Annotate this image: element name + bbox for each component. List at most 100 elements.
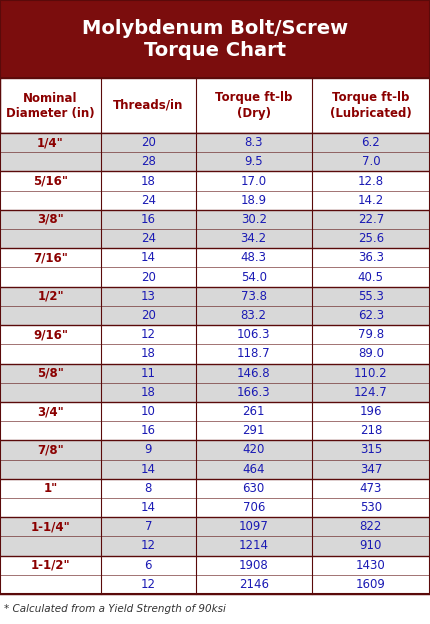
Text: 106.3: 106.3 bbox=[237, 328, 270, 341]
Text: 89.0: 89.0 bbox=[358, 348, 384, 361]
Text: Molybdenum Bolt/Screw
Torque Chart: Molybdenum Bolt/Screw Torque Chart bbox=[82, 19, 348, 59]
Text: 110.2: 110.2 bbox=[354, 367, 388, 379]
Text: 12: 12 bbox=[141, 540, 156, 552]
Bar bbox=[0, 555, 430, 575]
Bar bbox=[0, 459, 430, 479]
Text: 166.3: 166.3 bbox=[237, 386, 270, 399]
Text: 79.8: 79.8 bbox=[358, 328, 384, 341]
Text: 464: 464 bbox=[243, 462, 265, 475]
Text: 473: 473 bbox=[359, 482, 382, 495]
Text: 7.0: 7.0 bbox=[362, 155, 380, 168]
Text: 6: 6 bbox=[144, 558, 152, 572]
Text: 630: 630 bbox=[243, 482, 265, 495]
Text: 1/2": 1/2" bbox=[37, 290, 64, 303]
Text: 18.9: 18.9 bbox=[241, 193, 267, 207]
Text: 20: 20 bbox=[141, 309, 156, 322]
Text: 7: 7 bbox=[144, 520, 152, 534]
Text: 1-1/2": 1-1/2" bbox=[31, 558, 71, 572]
Text: 36.3: 36.3 bbox=[358, 251, 384, 265]
Text: 34.2: 34.2 bbox=[241, 232, 267, 245]
Text: 1/4": 1/4" bbox=[37, 136, 64, 149]
Text: 261: 261 bbox=[243, 405, 265, 418]
Text: 218: 218 bbox=[359, 424, 382, 437]
Text: 17.0: 17.0 bbox=[241, 175, 267, 188]
Text: 13: 13 bbox=[141, 290, 156, 303]
Bar bbox=[0, 229, 430, 248]
Text: 6.2: 6.2 bbox=[362, 136, 380, 149]
Bar bbox=[0, 78, 430, 133]
Text: 18: 18 bbox=[141, 348, 156, 361]
Text: Torque ft-lb
(Lubricated): Torque ft-lb (Lubricated) bbox=[330, 92, 412, 120]
Bar bbox=[0, 0, 430, 78]
Text: 16: 16 bbox=[141, 213, 156, 226]
Bar bbox=[0, 268, 430, 286]
Text: 3/8": 3/8" bbox=[37, 213, 64, 226]
Bar bbox=[0, 190, 430, 210]
Bar bbox=[0, 344, 430, 364]
Text: 8: 8 bbox=[144, 482, 152, 495]
Text: 16: 16 bbox=[141, 424, 156, 437]
Text: 20: 20 bbox=[141, 271, 156, 283]
Text: 118.7: 118.7 bbox=[237, 348, 270, 361]
Text: 25.6: 25.6 bbox=[358, 232, 384, 245]
Bar bbox=[0, 286, 430, 306]
Text: 55.3: 55.3 bbox=[358, 290, 384, 303]
Text: 530: 530 bbox=[360, 501, 382, 514]
Text: 11: 11 bbox=[141, 367, 156, 379]
Bar bbox=[0, 364, 430, 383]
Text: 10: 10 bbox=[141, 405, 156, 418]
Bar bbox=[0, 575, 430, 594]
Bar bbox=[0, 325, 430, 344]
Bar bbox=[0, 517, 430, 537]
Text: 54.0: 54.0 bbox=[241, 271, 267, 283]
Text: 7/16": 7/16" bbox=[33, 251, 68, 265]
Text: 24: 24 bbox=[141, 232, 156, 245]
Text: 146.8: 146.8 bbox=[237, 367, 270, 379]
Text: 28: 28 bbox=[141, 155, 156, 168]
Text: 20: 20 bbox=[141, 136, 156, 149]
Bar bbox=[0, 479, 430, 498]
Text: 1214: 1214 bbox=[239, 540, 269, 552]
Text: * Calculated from a Yield Strength of 90ksi: * Calculated from a Yield Strength of 90… bbox=[4, 604, 226, 614]
Text: 1-1/4": 1-1/4" bbox=[31, 520, 71, 534]
Text: 1097: 1097 bbox=[239, 520, 269, 534]
Text: 910: 910 bbox=[359, 540, 382, 552]
Text: 40.5: 40.5 bbox=[358, 271, 384, 283]
Text: 347: 347 bbox=[359, 462, 382, 475]
Bar bbox=[0, 537, 430, 555]
Text: 706: 706 bbox=[243, 501, 265, 514]
Text: 8.3: 8.3 bbox=[244, 136, 263, 149]
Text: 5/8": 5/8" bbox=[37, 367, 64, 379]
Text: 24: 24 bbox=[141, 193, 156, 207]
Bar bbox=[0, 172, 430, 190]
Text: 7/8": 7/8" bbox=[37, 444, 64, 456]
Text: 12: 12 bbox=[141, 328, 156, 341]
Text: 14: 14 bbox=[141, 462, 156, 475]
Bar bbox=[0, 210, 430, 229]
Bar bbox=[0, 498, 430, 517]
Text: 1908: 1908 bbox=[239, 558, 269, 572]
Text: 2146: 2146 bbox=[239, 578, 269, 591]
Text: 12.8: 12.8 bbox=[358, 175, 384, 188]
Text: 30.2: 30.2 bbox=[241, 213, 267, 226]
Text: Nominal
Diameter (in): Nominal Diameter (in) bbox=[6, 92, 95, 120]
Text: 14.2: 14.2 bbox=[358, 193, 384, 207]
Text: 315: 315 bbox=[360, 444, 382, 456]
Text: 9/16": 9/16" bbox=[33, 328, 68, 341]
Text: 18: 18 bbox=[141, 175, 156, 188]
Text: 822: 822 bbox=[359, 520, 382, 534]
Text: 83.2: 83.2 bbox=[241, 309, 267, 322]
Bar bbox=[0, 248, 430, 268]
Text: 22.7: 22.7 bbox=[358, 213, 384, 226]
Text: 124.7: 124.7 bbox=[354, 386, 388, 399]
Text: 420: 420 bbox=[243, 444, 265, 456]
Text: 12: 12 bbox=[141, 578, 156, 591]
Text: 196: 196 bbox=[359, 405, 382, 418]
Text: 18: 18 bbox=[141, 386, 156, 399]
Text: 14: 14 bbox=[141, 251, 156, 265]
Bar bbox=[0, 402, 430, 421]
Text: 48.3: 48.3 bbox=[241, 251, 267, 265]
Text: 62.3: 62.3 bbox=[358, 309, 384, 322]
Text: 1": 1" bbox=[43, 482, 58, 495]
Text: 1609: 1609 bbox=[356, 578, 386, 591]
